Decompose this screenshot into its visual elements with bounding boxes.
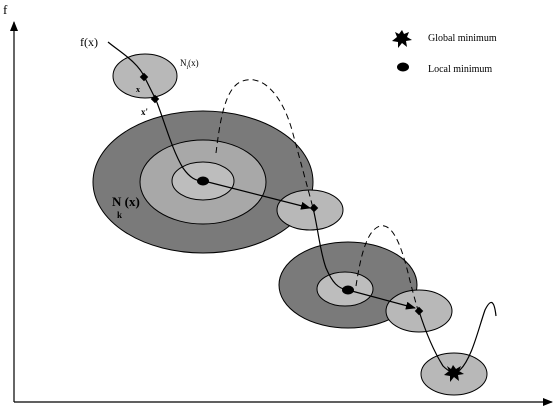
- neighborhood-small-1: [276, 189, 344, 231]
- local-minimum-point-1: [197, 176, 209, 186]
- point-x: [139, 72, 149, 82]
- dashed-path-lower: [355, 225, 419, 311]
- function-curve-low: [418, 301, 497, 373]
- nk-label: N (x): [112, 194, 140, 209]
- point-small-1: [309, 203, 319, 213]
- point-x-prime: [150, 94, 160, 104]
- dashed-path-upper: [215, 79, 314, 209]
- function-curve-mid: [312, 207, 349, 291]
- legend-global-star-icon: [392, 30, 412, 48]
- x-prime-label: x': [141, 107, 148, 117]
- move-arrow-1: [203, 180, 311, 210]
- ni-label: Ni(x): [180, 58, 199, 71]
- y-axis-label: f: [3, 2, 8, 17]
- x-label: x: [136, 85, 140, 94]
- legend-local-label: Local minimum: [428, 64, 492, 75]
- global-minimum-star-icon: [444, 365, 464, 382]
- local-minimum-point-2: [342, 285, 354, 295]
- move-arrow-2: [347, 289, 416, 310]
- legend-local-ellipse-icon: [397, 62, 409, 72]
- fx-label: f(x): [80, 35, 98, 49]
- nk-subscript: k: [117, 210, 122, 220]
- legend-global-label: Global minimum: [428, 33, 497, 44]
- point-small-2: [414, 306, 424, 316]
